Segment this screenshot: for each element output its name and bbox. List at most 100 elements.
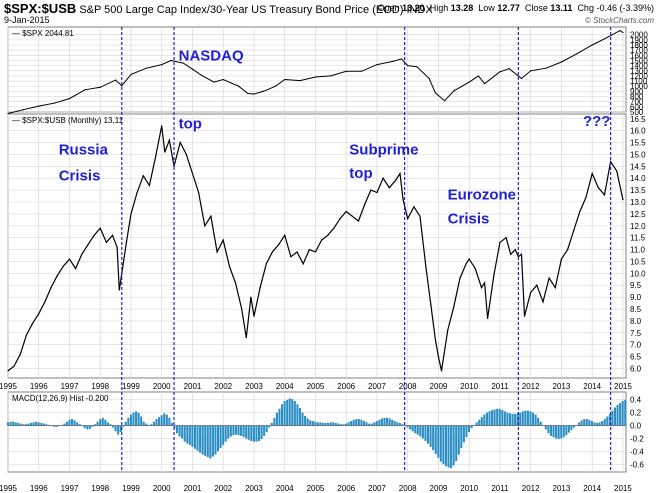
data-point-middle — [164, 151, 166, 153]
y-tick-label-middle: 10.5 — [630, 257, 646, 266]
macd-bar — [114, 425, 117, 432]
macd-bar — [304, 415, 307, 426]
data-point-middle — [185, 153, 187, 156]
macd-bar — [619, 402, 622, 426]
macd-bar — [570, 425, 573, 431]
data-point-middle — [234, 282, 237, 284]
data-point-middle — [579, 210, 581, 213]
macd-bar — [442, 425, 445, 465]
data-point-middle — [597, 187, 599, 189]
data-point-middle — [99, 227, 101, 229]
macd-bar — [557, 425, 560, 440]
macd-bar — [14, 422, 17, 426]
data-point-middle — [566, 248, 569, 251]
macd-bar — [155, 419, 158, 426]
macd-bar — [327, 422, 330, 426]
annotation-label: Crisis — [59, 168, 101, 185]
data-point-top — [345, 70, 347, 72]
macd-bar — [529, 411, 532, 426]
macd-bar — [265, 425, 268, 432]
macd-bar — [250, 425, 253, 442]
macd-bar — [278, 408, 281, 426]
data-point-top — [53, 102, 55, 104]
y-tick-label-middle: 9.5 — [630, 281, 642, 290]
data-point-middle — [548, 277, 550, 279]
macd-bar — [393, 421, 396, 426]
y-tick-label-middle: 16.5 — [630, 115, 646, 124]
chg-value: -0.46 (-3.39%) — [596, 3, 654, 13]
macd-bar — [506, 412, 509, 426]
macd-bar — [91, 425, 94, 427]
data-point-middle — [483, 282, 486, 284]
y-tick-label-top: 1600 — [630, 51, 648, 60]
y-tick-label-middle: 11.5 — [630, 234, 646, 243]
data-point-middle — [430, 303, 432, 305]
macd-bar — [534, 414, 537, 426]
y-tick-label-top: 1400 — [630, 62, 648, 71]
data-point-top — [443, 100, 446, 102]
data-point-top — [391, 60, 393, 63]
data-point-middle — [425, 267, 427, 270]
exchange: INDX — [406, 4, 433, 16]
data-point-middle — [419, 215, 421, 217]
macd-bar — [524, 410, 527, 426]
macd-bar — [83, 425, 86, 429]
macd-bar — [345, 423, 348, 426]
macd-bar — [260, 425, 263, 440]
macd-bar — [452, 425, 455, 466]
data-point-middle — [554, 287, 556, 289]
data-point-middle — [610, 160, 612, 163]
data-point-top — [7, 112, 9, 115]
data-point-middle — [474, 267, 476, 270]
x-tick-label: 1996 — [30, 382, 48, 391]
data-point-middle — [339, 218, 341, 220]
macd-bar — [424, 425, 427, 442]
data-point-middle — [222, 239, 224, 241]
data-point-middle — [290, 256, 292, 258]
data-point-middle — [7, 370, 9, 372]
macd-bar — [270, 422, 273, 426]
macd-bar — [176, 425, 179, 434]
macd-bar — [496, 408, 499, 426]
data-point-middle — [520, 253, 523, 255]
macd-bar — [60, 424, 63, 426]
macd-bar — [593, 422, 596, 426]
macd-bar — [439, 425, 442, 462]
x-tick-label-bottom: 2009 — [430, 484, 448, 493]
macd-bar — [409, 425, 412, 430]
legend-middle: — $SPX:$USB (Monthly) 13.11 — [12, 116, 124, 125]
data-point-middle — [560, 258, 563, 260]
data-point-middle — [459, 277, 461, 279]
macd-bar — [78, 424, 81, 426]
annotation-label: top — [179, 115, 202, 132]
y-tick-label-bottom: 0.0 — [630, 422, 642, 431]
y-tick-label-top: 1300 — [630, 67, 648, 76]
macd-bar — [37, 422, 40, 426]
data-point-middle — [148, 184, 151, 186]
macd-bar — [309, 420, 312, 426]
macd-bar — [457, 425, 460, 455]
data-point-top — [22, 109, 24, 111]
data-point-middle — [493, 275, 495, 277]
macd-bar — [450, 425, 453, 469]
x-tick-label-bottom: 1996 — [30, 484, 48, 493]
data-point-top — [213, 81, 215, 83]
data-point-middle — [333, 227, 335, 229]
macd-bar — [370, 423, 373, 426]
y-tick-label-middle: 16.0 — [630, 127, 646, 136]
data-point-middle — [536, 284, 538, 286]
macd-bar — [17, 422, 20, 426]
data-point-middle — [296, 251, 298, 253]
series-line-top — [7, 30, 624, 114]
macd-bar — [621, 401, 624, 426]
data-point-middle — [198, 191, 200, 194]
macd-bar — [342, 424, 345, 426]
macd-bar — [211, 425, 214, 457]
x-tick-label-bottom: 2012 — [522, 484, 540, 493]
macd-bar — [465, 425, 468, 438]
macd-bar — [329, 422, 332, 426]
data-point-middle — [434, 339, 436, 341]
macd-bar — [286, 399, 289, 426]
macd-bar — [158, 417, 161, 426]
x-tick-label-bottom: 2005 — [307, 484, 325, 493]
